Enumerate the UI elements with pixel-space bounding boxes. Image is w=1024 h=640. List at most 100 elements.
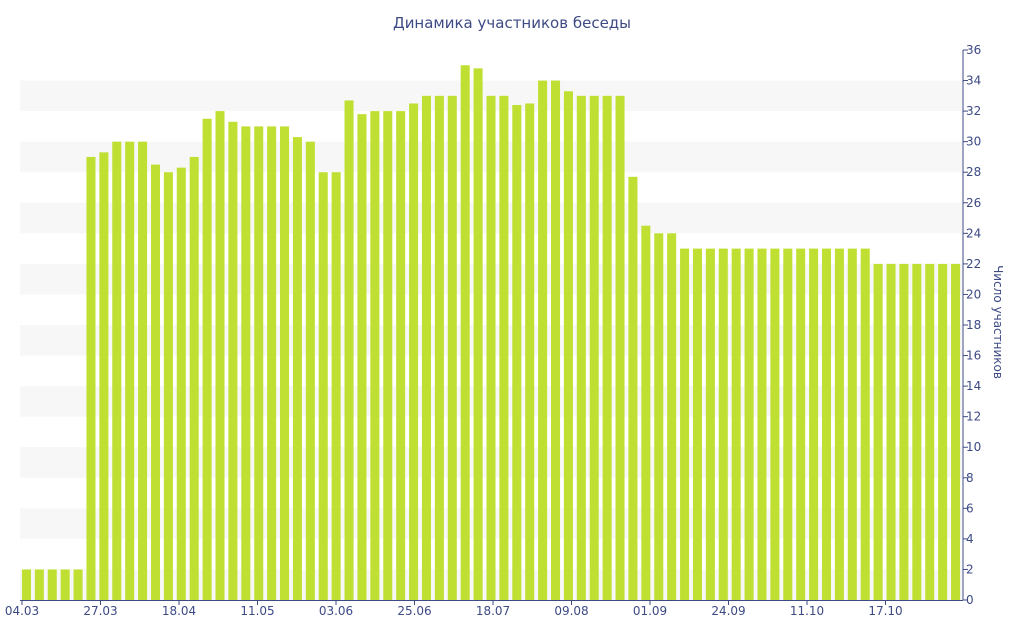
bar bbox=[176, 167, 186, 600]
bar bbox=[615, 95, 625, 600]
bar bbox=[486, 95, 496, 600]
bar bbox=[86, 156, 96, 600]
bar bbox=[951, 263, 961, 600]
x-tick-label: 24.09 bbox=[711, 604, 745, 618]
y-tick-label: 20 bbox=[966, 287, 981, 301]
bar bbox=[421, 95, 431, 600]
y-tick-label: 26 bbox=[966, 196, 981, 210]
bar bbox=[860, 248, 870, 601]
bar bbox=[512, 105, 522, 600]
bar-series bbox=[21, 65, 961, 601]
bar bbox=[731, 248, 741, 601]
bar bbox=[847, 248, 857, 601]
y-tick-label: 2 bbox=[966, 562, 974, 576]
bar bbox=[667, 233, 677, 600]
bar bbox=[163, 172, 173, 600]
y-tick-label: 22 bbox=[966, 257, 981, 271]
x-tick-label: 01.09 bbox=[633, 604, 667, 618]
bar bbox=[318, 172, 328, 600]
bar bbox=[138, 141, 148, 601]
x-tick-label: 09.08 bbox=[554, 604, 588, 618]
bar bbox=[925, 263, 935, 600]
bar bbox=[744, 248, 754, 601]
bar bbox=[202, 118, 212, 600]
bar bbox=[125, 141, 135, 601]
y-tick-label: 36 bbox=[966, 43, 981, 57]
bar bbox=[602, 95, 612, 600]
x-tick-label: 18.07 bbox=[476, 604, 510, 618]
bar bbox=[499, 95, 509, 600]
x-tick-label: 11.10 bbox=[790, 604, 824, 618]
bar bbox=[396, 111, 406, 601]
x-tick-label: 03.06 bbox=[319, 604, 353, 618]
x-tick-label: 25.06 bbox=[397, 604, 431, 618]
bar bbox=[434, 95, 444, 600]
x-tick-label: 04.03 bbox=[5, 604, 39, 618]
bar bbox=[305, 141, 315, 601]
x-tick-label: 17.10 bbox=[868, 604, 902, 618]
bar bbox=[705, 248, 715, 601]
y-tick-label: 14 bbox=[966, 379, 981, 393]
bar bbox=[292, 137, 302, 600]
bar bbox=[589, 95, 599, 600]
bar bbox=[809, 248, 819, 601]
bar bbox=[525, 103, 535, 600]
y-tick-label: 18 bbox=[966, 318, 981, 332]
y-tick-label: 28 bbox=[966, 165, 981, 179]
bar bbox=[563, 91, 573, 600]
bar bbox=[796, 248, 806, 601]
bar bbox=[331, 172, 341, 600]
y-tick-label: 0 bbox=[966, 593, 974, 607]
bar bbox=[189, 156, 199, 600]
bar bbox=[215, 111, 225, 601]
bar bbox=[60, 569, 70, 600]
bar bbox=[99, 152, 109, 601]
bar bbox=[757, 248, 767, 601]
bar bbox=[473, 68, 483, 600]
bar bbox=[370, 111, 380, 601]
bar bbox=[641, 225, 651, 600]
bar bbox=[267, 126, 277, 600]
bar bbox=[654, 233, 664, 600]
bar bbox=[447, 95, 457, 600]
y-tick-label: 8 bbox=[966, 471, 974, 485]
y-tick-label: 12 bbox=[966, 410, 981, 424]
bar bbox=[692, 248, 702, 601]
bar bbox=[834, 248, 844, 601]
bar bbox=[680, 248, 690, 601]
bar bbox=[460, 65, 470, 600]
y-tick-label: 16 bbox=[966, 349, 981, 363]
y-tick-label: 34 bbox=[966, 74, 981, 88]
bar bbox=[873, 263, 883, 600]
x-tick-label: 27.03 bbox=[83, 604, 117, 618]
y-tick-label: 32 bbox=[966, 104, 981, 118]
x-tick-label: 18.04 bbox=[162, 604, 196, 618]
bar bbox=[228, 121, 238, 600]
y-tick-label: 10 bbox=[966, 440, 981, 454]
bar bbox=[150, 164, 161, 600]
bar bbox=[628, 176, 638, 600]
bar bbox=[357, 114, 367, 601]
bar bbox=[821, 248, 832, 601]
bar bbox=[938, 263, 948, 600]
bar bbox=[241, 126, 251, 600]
bar bbox=[770, 248, 780, 601]
bar bbox=[783, 248, 793, 601]
bar bbox=[112, 141, 122, 601]
bar bbox=[576, 95, 586, 600]
y-tick-label: 4 bbox=[966, 532, 974, 546]
y-tick-label: 30 bbox=[966, 135, 981, 149]
bar bbox=[280, 126, 290, 600]
x-tick-label: 11.05 bbox=[240, 604, 274, 618]
bar bbox=[551, 80, 561, 600]
chart-title: Динамика участников беседы bbox=[393, 14, 631, 32]
bar bbox=[899, 263, 909, 600]
y-axis-label: Число участников bbox=[991, 265, 1005, 379]
x-axis: 04.03 27.03 18.04 11.05 03.06 25.06 18.07 09.08… bbox=[5, 600, 963, 618]
bar bbox=[383, 111, 393, 601]
bar bbox=[538, 80, 548, 600]
bar bbox=[886, 263, 896, 600]
